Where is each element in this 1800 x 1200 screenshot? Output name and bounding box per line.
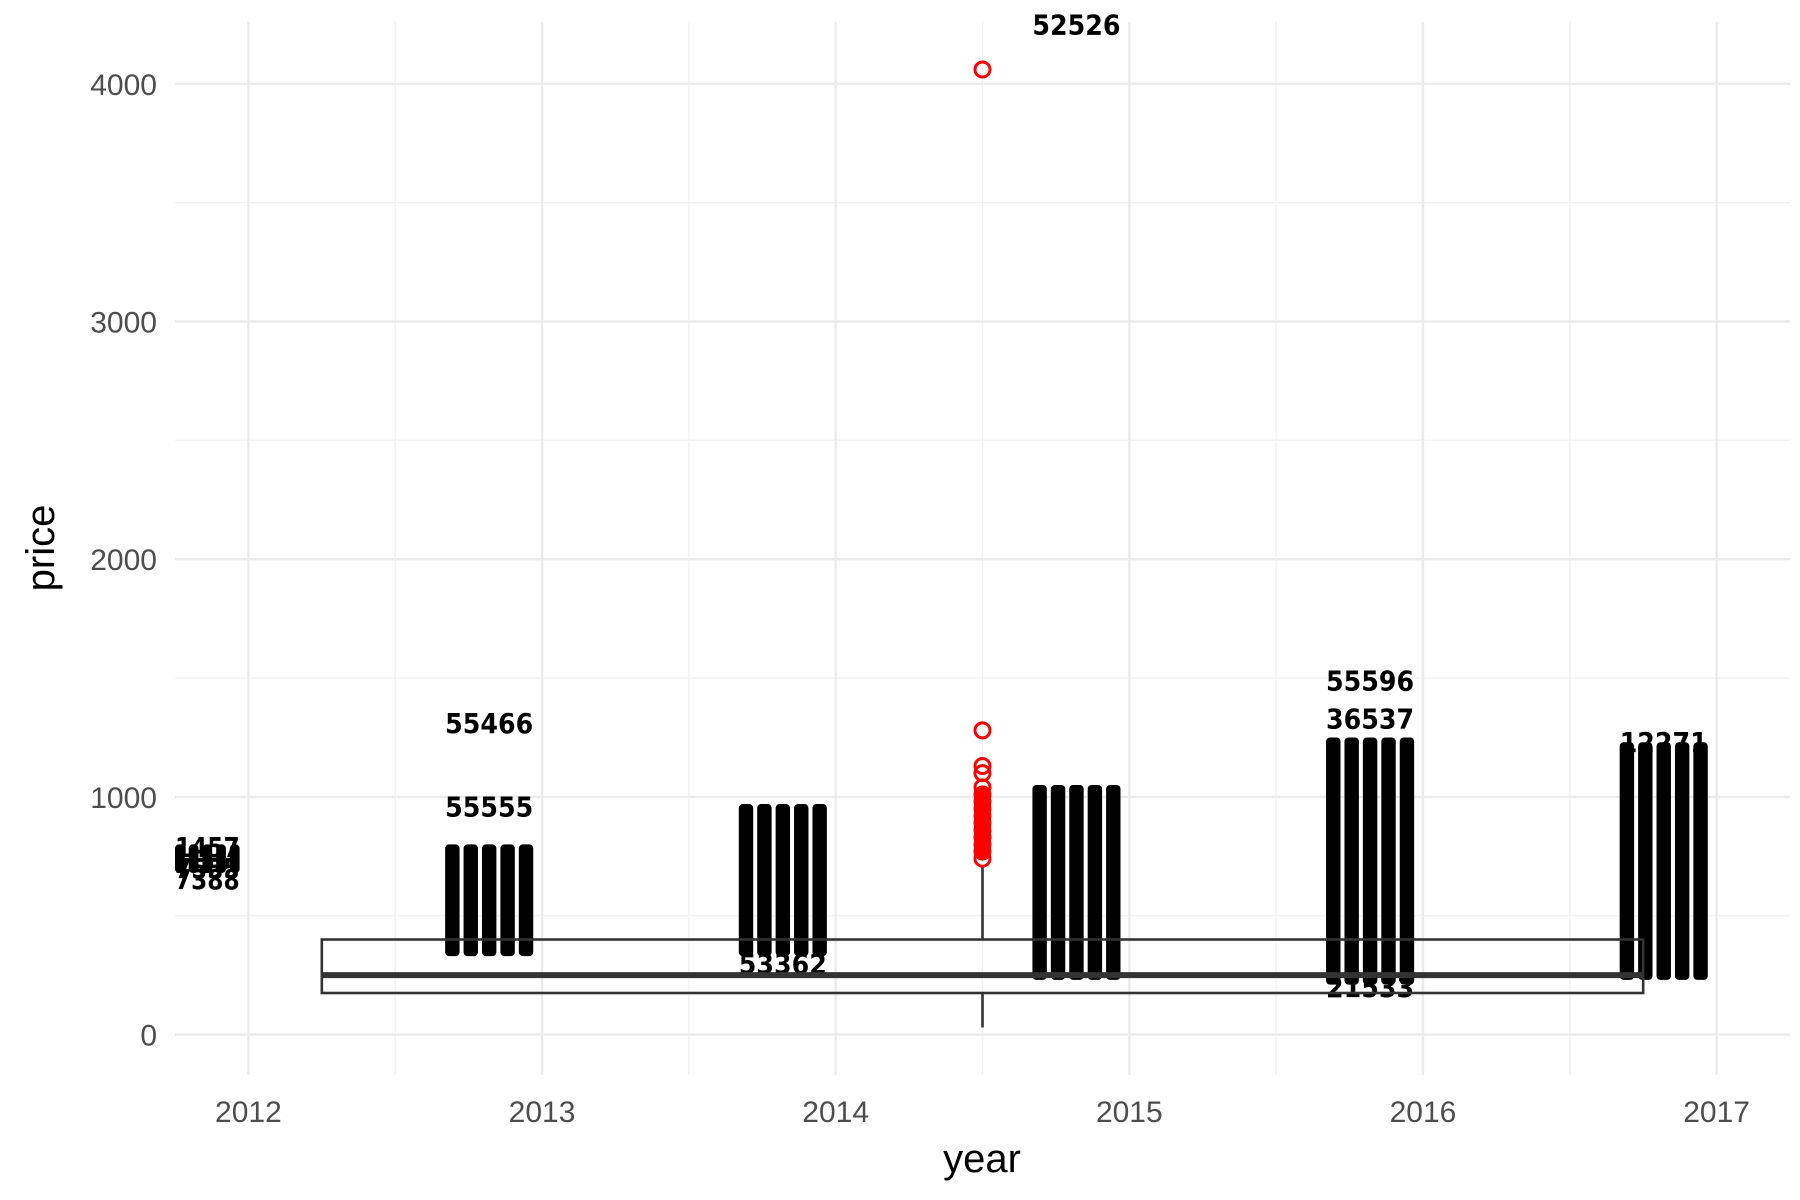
label-column-2017 xyxy=(1638,742,1653,980)
box-iqr xyxy=(320,938,1645,995)
point-label: 36537 xyxy=(1326,702,1414,735)
label-column-2017 xyxy=(1656,742,1671,980)
x-tick-label: 2012 xyxy=(215,1096,282,1129)
label-column-2017 xyxy=(1674,742,1690,980)
label-column-2017 xyxy=(1619,742,1635,980)
y-tick-label: 3000 xyxy=(90,306,157,339)
outlier-cluster xyxy=(974,787,991,859)
label-column-2016 xyxy=(1344,737,1359,985)
point-label: 7555 xyxy=(175,852,240,885)
x-tick-label: 2017 xyxy=(1683,1096,1750,1129)
y-tick-labels: 0 1000 2000 3000 4000 xyxy=(90,69,157,1053)
point-label: 55596 xyxy=(1326,664,1414,697)
label-column-2015 xyxy=(1050,785,1066,980)
x-axis-title: year xyxy=(943,1137,1021,1181)
label-column-2012 xyxy=(202,844,213,873)
label-column-2015 xyxy=(1069,785,1084,980)
point-label: 55555 xyxy=(445,790,533,823)
boxplot xyxy=(320,865,1645,1028)
label-column-2016 xyxy=(1362,737,1378,985)
point-label: 12271 xyxy=(1620,726,1708,759)
label-column-2012 xyxy=(175,844,185,873)
outlier-point xyxy=(973,756,992,775)
y-tick-label: 2000 xyxy=(90,544,157,577)
label-column-2012 xyxy=(216,844,226,873)
y-tick-label: 1000 xyxy=(90,782,157,815)
label-column-2013 xyxy=(445,844,460,957)
y-tick-label: 4000 xyxy=(90,69,157,102)
outlier-point xyxy=(973,60,992,79)
label-column-2014 xyxy=(775,804,791,957)
label-column-2017 xyxy=(1693,742,1708,980)
label-column-2015 xyxy=(1032,785,1047,980)
point-label: 55466 xyxy=(445,707,533,740)
label-column-2014 xyxy=(738,804,754,957)
point-label: 7388 xyxy=(175,863,240,896)
x-tick-label: 2014 xyxy=(802,1096,869,1129)
x-tick-label: 2015 xyxy=(1096,1096,1163,1129)
label-column-2016 xyxy=(1381,737,1396,985)
y-axis-title: price xyxy=(19,505,63,592)
label-column-2013 xyxy=(481,844,497,957)
label-columns xyxy=(175,737,1708,985)
x-tick-labels: 2012 2013 2014 2015 2016 2017 xyxy=(215,1096,1750,1129)
label-column-2015 xyxy=(1087,785,1103,980)
label-column-2016 xyxy=(1326,737,1341,985)
label-column-2014 xyxy=(812,804,827,957)
label-column-2012 xyxy=(229,844,240,873)
label-column-2015 xyxy=(1106,785,1121,980)
point-label: 1457 xyxy=(175,831,240,864)
point-label: 52526 xyxy=(1032,8,1120,41)
label-column-2014 xyxy=(757,804,772,957)
label-column-2013 xyxy=(518,844,534,957)
label-column-2013 xyxy=(500,844,515,957)
label-column-2016 xyxy=(1399,737,1415,985)
label-column-2013 xyxy=(463,844,478,957)
outlier-point xyxy=(973,721,992,740)
x-tick-label: 2016 xyxy=(1390,1096,1457,1129)
label-texts: 1457755573885546655555533625252655596365… xyxy=(175,8,1708,1004)
label-column-2014 xyxy=(794,804,809,957)
y-tick-label: 0 xyxy=(140,1020,157,1053)
x-tick-label: 2013 xyxy=(509,1096,576,1129)
label-column-2012 xyxy=(188,844,199,873)
outlier-points xyxy=(973,60,992,868)
